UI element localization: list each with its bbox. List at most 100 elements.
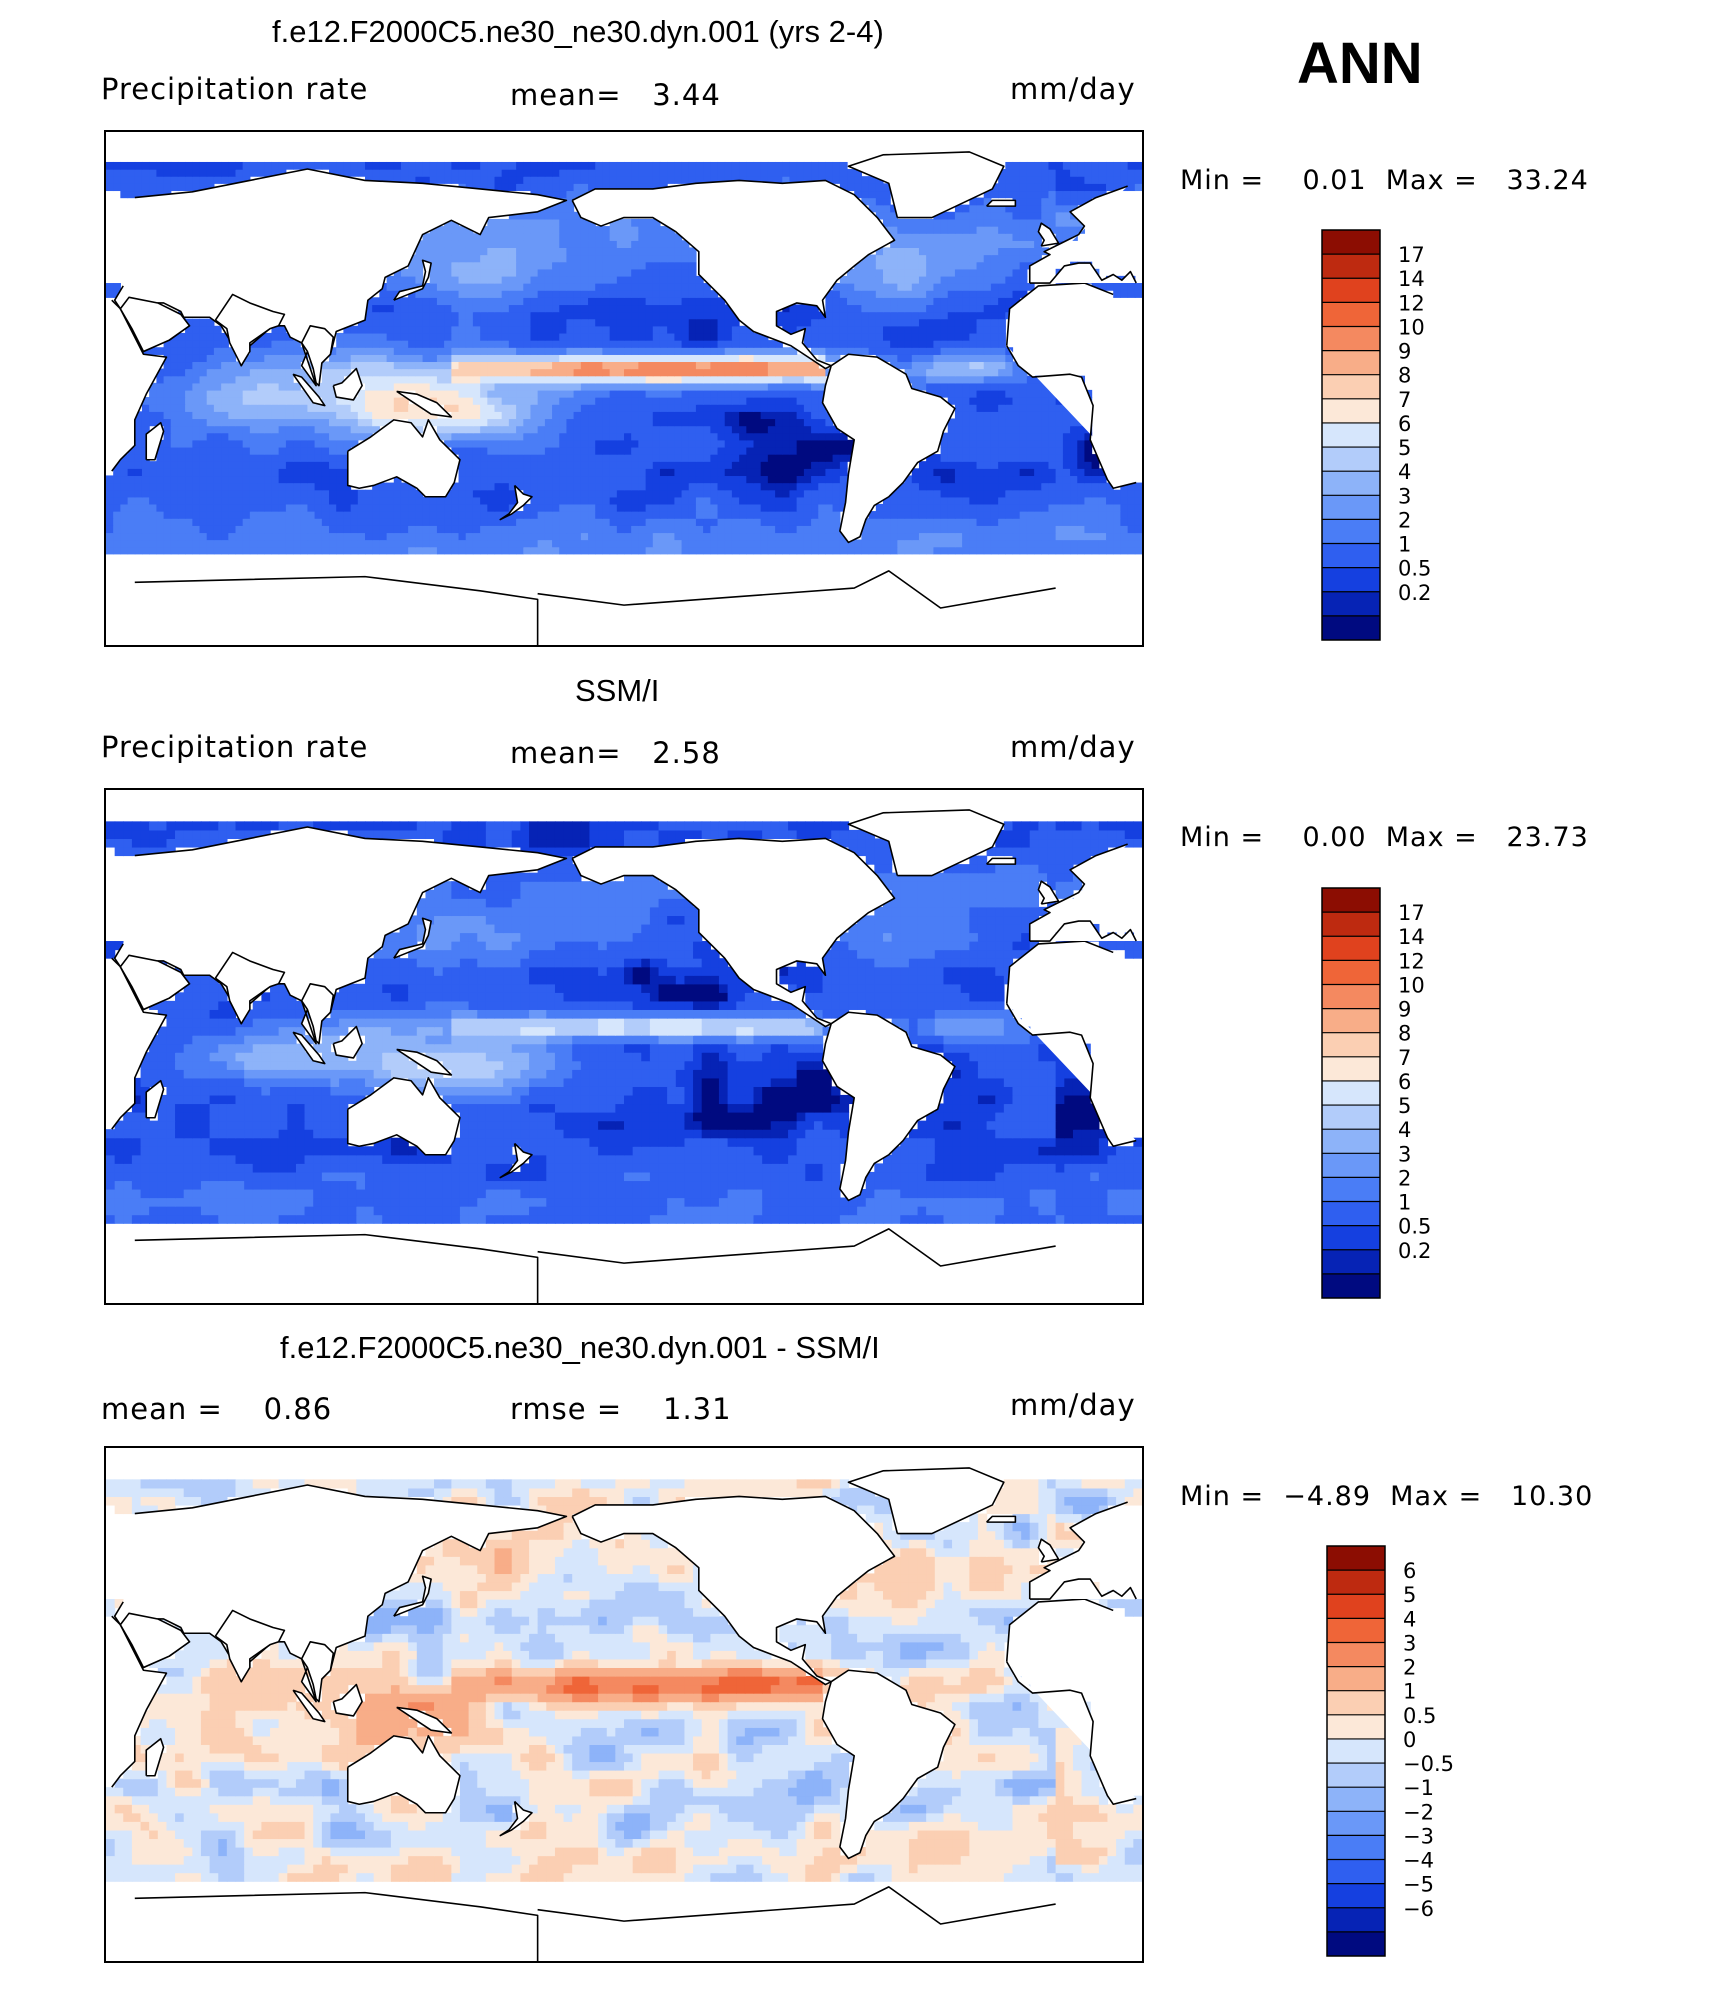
colorbar-swatch — [1322, 615, 1380, 641]
colorbar-tick-label: −5 — [1403, 1873, 1434, 1897]
colorbar-tick-label: 4 — [1398, 460, 1411, 484]
season-label: ANN — [1297, 31, 1423, 96]
colorbar-swatch — [1327, 1907, 1385, 1933]
colorbar-tick-label: 10 — [1398, 973, 1425, 997]
panel1-title: f.e12.F2000C5.ne30_ne30.dyn.001 (yrs 2-4… — [272, 14, 884, 49]
panel2-map — [104, 788, 1144, 1305]
colorbar-swatch — [1322, 254, 1380, 279]
colorbar-swatch — [1327, 1883, 1385, 1909]
panel3-title: f.e12.F2000C5.ne30_ne30.dyn.001 - SSM/I — [280, 1330, 880, 1365]
colorbar-swatch — [1322, 591, 1380, 617]
colorbar-swatch — [1327, 1642, 1385, 1668]
colorbar-swatch — [1322, 1249, 1380, 1275]
colorbar-swatch — [1327, 1714, 1385, 1740]
colorbar-swatch — [1322, 374, 1380, 400]
panel3-minmax: Min = −4.89 Max = 10.30 — [1180, 1481, 1594, 1512]
colorbar-tick-label: 10 — [1398, 315, 1425, 339]
colorbar-tick-label: 0.5 — [1403, 1704, 1436, 1728]
colorbar-swatch — [1322, 960, 1380, 985]
colorbar-swatch — [1322, 471, 1380, 496]
colorbar-tick-label: 0 — [1403, 1728, 1416, 1752]
colorbar-swatch — [1322, 1032, 1380, 1058]
colorbar-swatch — [1322, 1080, 1380, 1106]
colorbar-tick-label: 9 — [1398, 998, 1411, 1022]
colorbar-tick-label: 1 — [1403, 1680, 1416, 1704]
colorbar-swatch — [1327, 1546, 1385, 1571]
colorbar-tick-label: 5 — [1403, 1583, 1416, 1607]
panel1-units-label: mm/day — [1010, 72, 1136, 106]
colorbar-swatch — [1322, 350, 1380, 376]
colorbar-tick-label: 6 — [1403, 1559, 1416, 1583]
colorbar-swatch — [1322, 567, 1380, 593]
colorbar-tick-label: 5 — [1398, 1094, 1411, 1118]
colorbar-tick-label: 0.2 — [1398, 581, 1431, 605]
colorbar-swatch — [1322, 1056, 1380, 1082]
panel1-map — [104, 130, 1144, 647]
colorbar-swatch — [1322, 1105, 1380, 1130]
colorbar-swatch — [1322, 936, 1380, 961]
colorbar-swatch — [1327, 1690, 1385, 1716]
colorbar-swatch — [1322, 1008, 1380, 1034]
colorbar-tick-label: −0.5 — [1403, 1752, 1454, 1776]
colorbar-swatch — [1327, 1835, 1385, 1861]
colorbar-swatch — [1322, 912, 1380, 937]
colorbar-swatch — [1322, 1273, 1380, 1299]
colorbar-swatch — [1327, 1859, 1385, 1885]
colorbar-tick-label: 17 — [1398, 243, 1425, 267]
colorbar-tick-label: 2 — [1398, 508, 1411, 532]
colorbar-tick-label: 2 — [1398, 1166, 1411, 1190]
colorbar-tick-label: 4 — [1398, 1118, 1411, 1142]
colorbar-tick-label: 17 — [1398, 901, 1425, 925]
panel3-mean-label: mean = 0.86 — [101, 1392, 333, 1426]
colorbar-tick-label: 3 — [1403, 1631, 1416, 1655]
colorbar-tick-label: 14 — [1398, 925, 1425, 949]
colorbar-tick-label: 12 — [1398, 949, 1425, 973]
colorbar-swatch — [1322, 888, 1380, 913]
panel2-variable-label: Precipitation rate — [101, 730, 369, 764]
colorbar-swatch — [1322, 422, 1380, 448]
colorbar-swatch — [1322, 302, 1380, 327]
colorbar-swatch — [1327, 1763, 1385, 1788]
colorbar-swatch — [1322, 984, 1380, 1010]
colorbar-tick-label: 6 — [1398, 1070, 1411, 1094]
colorbar-swatch — [1327, 1666, 1385, 1692]
colorbar-tick-label: −6 — [1403, 1897, 1434, 1921]
panel2-minmax: Min = 0.00 Max = 23.73 — [1180, 822, 1589, 853]
colorbar-tick-label: 14 — [1398, 267, 1425, 291]
colorbar-swatch — [1327, 1811, 1385, 1836]
colorbar-tick-label: 4 — [1403, 1607, 1416, 1631]
colorbar-tick-label: 0.5 — [1398, 557, 1431, 581]
colorbar-tick-label: −4 — [1403, 1849, 1434, 1873]
panel2-mean-label: mean= 2.58 — [510, 736, 721, 770]
colorbar-swatch — [1327, 1787, 1385, 1812]
colorbar-swatch — [1322, 1177, 1380, 1203]
colorbar-tick-label: 7 — [1398, 388, 1411, 412]
panel1-variable-label: Precipitation rate — [101, 72, 369, 106]
colorbar-tick-label: 3 — [1398, 1142, 1411, 1166]
panel1-minmax: Min = 0.01 Max = 33.24 — [1180, 165, 1589, 196]
colorbar-tick-label: −1 — [1403, 1776, 1434, 1800]
colorbar-tick-label: 8 — [1398, 1022, 1411, 1046]
colorbar-tick-label: 1 — [1398, 533, 1411, 557]
colorbar-swatch — [1327, 1570, 1385, 1595]
colorbar-swatch — [1322, 326, 1380, 352]
panel1-mean-label: mean= 3.44 — [510, 78, 721, 112]
colorbar-swatch — [1327, 1618, 1385, 1643]
colorbar-tick-label: 9 — [1398, 340, 1411, 364]
colorbar-tick-label: 5 — [1398, 436, 1411, 460]
colorbar-swatch — [1327, 1594, 1385, 1619]
colorbar-tick-label: 12 — [1398, 291, 1425, 315]
colorbar-tick-label: 8 — [1398, 364, 1411, 388]
panel3-map — [104, 1446, 1144, 1963]
colorbar-swatch — [1322, 398, 1380, 424]
colorbar-swatch — [1322, 495, 1380, 520]
colorbar-swatch — [1322, 1225, 1380, 1251]
colorbar-swatch — [1327, 1931, 1385, 1957]
colorbar-swatch — [1322, 1129, 1380, 1154]
colorbar-tick-label: −2 — [1403, 1800, 1434, 1824]
colorbar-tick-label: 6 — [1398, 412, 1411, 436]
colorbar-tick-label: 7 — [1398, 1046, 1411, 1070]
panel2-units-label: mm/day — [1010, 730, 1136, 764]
colorbar-swatch — [1322, 1153, 1380, 1178]
